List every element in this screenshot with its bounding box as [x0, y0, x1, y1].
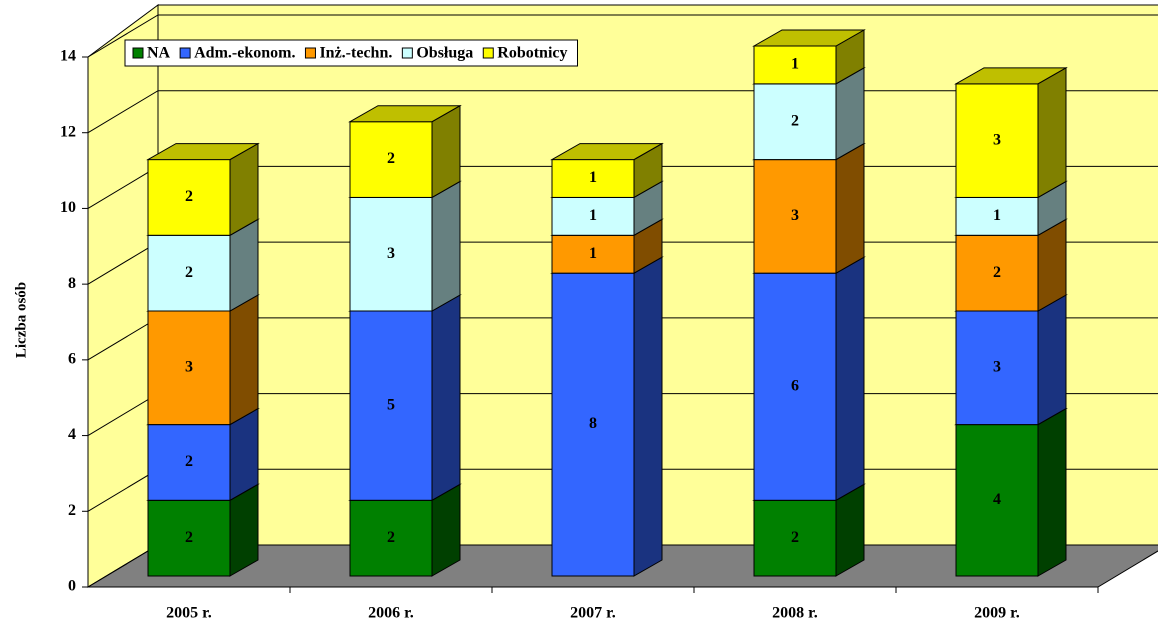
bar-segment — [954, 66, 1068, 199]
value-label: 2 — [387, 529, 395, 546]
y-tick-label: 2 — [68, 502, 76, 519]
bar-front — [147, 424, 231, 501]
value-label: 2 — [993, 264, 1001, 281]
x-tick-label: 2007 r. — [570, 605, 616, 622]
bar-segment — [348, 180, 462, 312]
y-tick-label: 6 — [68, 351, 76, 368]
value-label: 4 — [993, 491, 1001, 508]
bar-top — [954, 67, 1068, 85]
value-label: 2 — [791, 529, 799, 546]
grid-line — [87, 14, 1158, 58]
value-label: 1 — [589, 245, 597, 262]
bar-segment — [146, 407, 260, 502]
bar-front — [551, 272, 635, 577]
bar-front — [147, 310, 231, 426]
bar-segment — [752, 29, 866, 85]
bar-segment — [752, 256, 866, 502]
bar-side — [1037, 294, 1067, 426]
bar-front — [955, 310, 1039, 426]
y-tick-label: 12 — [60, 123, 76, 140]
bar-side — [835, 142, 865, 275]
legend-label: Obsługa — [416, 45, 473, 62]
bar-front — [753, 45, 837, 85]
bar-top — [348, 105, 462, 123]
bar-segment — [348, 104, 462, 199]
bar-segment — [954, 218, 1068, 312]
legend: NA Adm.-ekonom. Inż.-techn. Obsługa Robotnic… — [124, 39, 578, 67]
legend-swatch — [482, 47, 494, 59]
bar-side — [229, 294, 259, 426]
bar-segment — [954, 407, 1068, 577]
value-label: 2 — [185, 188, 193, 205]
bar-side — [633, 256, 663, 577]
bar-top — [752, 29, 866, 47]
legend-label: Robotnicy — [497, 45, 567, 62]
bar-front — [955, 234, 1039, 312]
bar-top — [146, 143, 260, 161]
bar-side — [1037, 66, 1067, 199]
value-label: 5 — [387, 396, 395, 413]
value-label: 6 — [791, 377, 799, 394]
y-tick-label: 0 — [68, 578, 76, 595]
bar-segment — [752, 142, 866, 275]
bar-segment — [550, 142, 664, 199]
value-label: 2 — [387, 150, 395, 167]
value-label: 2 — [185, 264, 193, 281]
bar-segment — [146, 294, 260, 426]
bar-front — [349, 121, 433, 198]
y-tick-label: 14 — [60, 48, 76, 65]
bar-front — [349, 196, 433, 312]
legend-label: Adm.-ekonom. — [194, 45, 295, 62]
bar-side — [431, 294, 461, 502]
bar-front — [753, 83, 837, 161]
bar-front — [551, 234, 635, 274]
y-axis-label: Liczba osób — [13, 282, 29, 358]
legend-label: Inż.-techn. — [319, 45, 392, 62]
value-label: 1 — [589, 207, 597, 224]
legend-swatch — [132, 47, 144, 59]
y-tick-label: 4 — [68, 426, 76, 443]
bar-front — [147, 499, 231, 577]
bar-side — [431, 180, 461, 312]
bar-segment — [954, 294, 1068, 426]
value-label: 2 — [185, 529, 193, 546]
x-tick-label: 2009 r. — [974, 605, 1020, 622]
bar-side — [835, 256, 865, 502]
value-label: 3 — [993, 358, 1001, 375]
legend-swatch — [401, 47, 413, 59]
value-label: 3 — [387, 245, 395, 262]
value-label: 8 — [589, 415, 597, 432]
bar-side — [1037, 407, 1067, 577]
legend-label: NA — [147, 45, 171, 62]
bar-front — [753, 272, 837, 501]
x-tick-label: 2005 r. — [166, 605, 212, 622]
value-label: 3 — [185, 358, 193, 375]
bar-segment — [146, 142, 260, 237]
value-label: 3 — [993, 131, 1001, 148]
bar-front — [551, 159, 635, 198]
bar-front — [551, 196, 635, 236]
bar-segment — [550, 256, 664, 577]
bar-top — [550, 143, 664, 161]
bar-segment — [348, 294, 462, 502]
y-tick-label: 8 — [68, 275, 76, 292]
x-tick-label: 2008 r. — [772, 605, 818, 622]
legend-box — [124, 39, 578, 67]
value-label: 2 — [791, 112, 799, 129]
value-label: 2 — [185, 453, 193, 470]
bar-front — [955, 196, 1039, 236]
bar-front — [955, 424, 1039, 577]
y-tick-label: 10 — [60, 199, 76, 216]
value-label: 1 — [589, 169, 597, 186]
value-label: 1 — [791, 56, 799, 73]
bar-front — [349, 310, 433, 501]
legend-swatch — [179, 47, 191, 59]
legend-swatch — [304, 47, 316, 59]
bar-front — [147, 159, 231, 236]
x-tick-label: 2006 r. — [368, 605, 414, 622]
value-label: 3 — [791, 207, 799, 224]
bar-front — [955, 83, 1039, 198]
value-label: 1 — [993, 207, 1001, 224]
